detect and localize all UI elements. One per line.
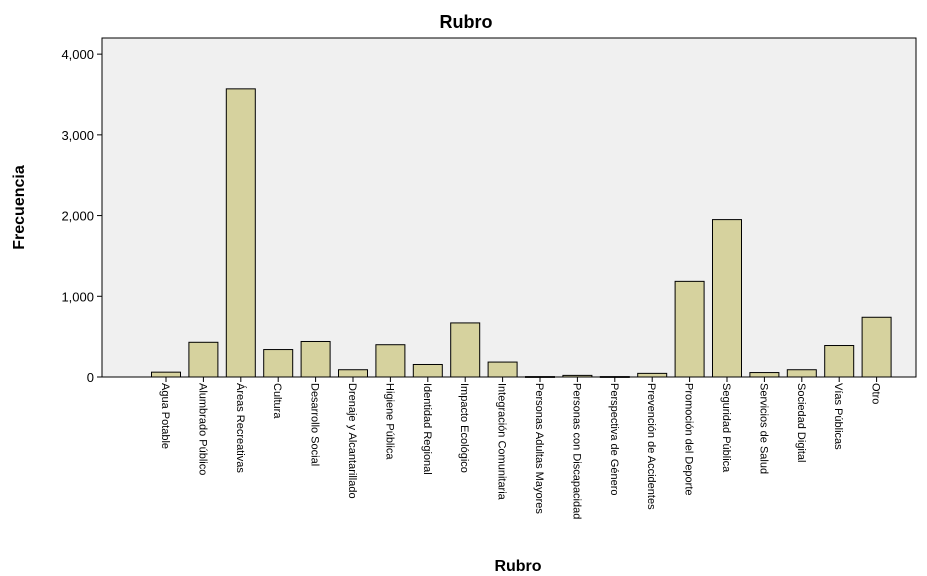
chart-title: Rubro bbox=[440, 12, 493, 32]
bar bbox=[637, 372, 668, 378]
bar bbox=[225, 88, 256, 378]
bar bbox=[412, 363, 443, 378]
x-tick-label: Seguridad Pública bbox=[720, 383, 732, 473]
x-tick-label: Personas con Discapacidad bbox=[570, 383, 582, 519]
bar bbox=[338, 369, 368, 378]
bar bbox=[375, 344, 406, 378]
bars-group bbox=[151, 88, 892, 378]
bar bbox=[151, 371, 181, 378]
x-tick-label: Prevención de Accidentes bbox=[645, 383, 657, 510]
bar bbox=[450, 322, 481, 378]
x-tick-label: Identidad Regional bbox=[421, 383, 433, 475]
bar bbox=[674, 280, 705, 378]
x-tick-label: Vías Públicas bbox=[832, 383, 844, 450]
y-tick-label: 0 bbox=[87, 370, 94, 385]
y-ticks: 0 1,000 2,000 3,000 4,000 bbox=[61, 47, 102, 385]
x-tick-label: Desarrollo Social bbox=[309, 383, 321, 466]
bar bbox=[300, 340, 331, 378]
x-tick-label: Otro bbox=[870, 383, 882, 404]
x-tick-label: Drenaje y Alcantarillado bbox=[346, 383, 358, 499]
plot-area bbox=[101, 37, 917, 378]
x-tick-label: Higiene Pública bbox=[383, 383, 395, 460]
bar bbox=[749, 372, 780, 378]
bar bbox=[786, 369, 817, 378]
y-tick-label: 2,000 bbox=[61, 209, 94, 224]
bar bbox=[487, 361, 518, 378]
x-tick-label: Áreas Recreativas bbox=[234, 383, 247, 473]
y-tick-label: 1,000 bbox=[61, 289, 94, 304]
bar bbox=[861, 316, 892, 378]
x-tick-label: Servicios de Salud bbox=[757, 383, 769, 474]
bar bbox=[263, 349, 294, 378]
y-tick-label: 4,000 bbox=[61, 47, 94, 62]
x-tick-label: Perspectiva de Género bbox=[608, 383, 620, 496]
x-tick-label: Alumbrado Público bbox=[196, 383, 208, 475]
x-tick-label: Promoción del Deporte bbox=[683, 383, 695, 496]
bar bbox=[188, 341, 219, 378]
bar bbox=[824, 345, 855, 378]
x-tick-label: Impacto Ecológico bbox=[458, 383, 470, 473]
bar bbox=[712, 219, 742, 378]
x-tick-label: Personas Adultas Mayores bbox=[533, 383, 545, 514]
x-tick-label: Agua Potable bbox=[159, 383, 171, 449]
y-axis-label: Frecuencia bbox=[11, 165, 28, 250]
x-ticks: Agua Potable Alumbrado Público Áreas Recre… bbox=[159, 377, 882, 519]
x-tick-label: Integración Comunitaria bbox=[496, 383, 508, 501]
x-tick-label: Cultura bbox=[271, 383, 283, 419]
x-axis-label: Rubro bbox=[494, 558, 541, 575]
y-tick-label: 3,000 bbox=[61, 128, 94, 143]
x-tick-label: Sociedad Digital bbox=[795, 383, 807, 463]
